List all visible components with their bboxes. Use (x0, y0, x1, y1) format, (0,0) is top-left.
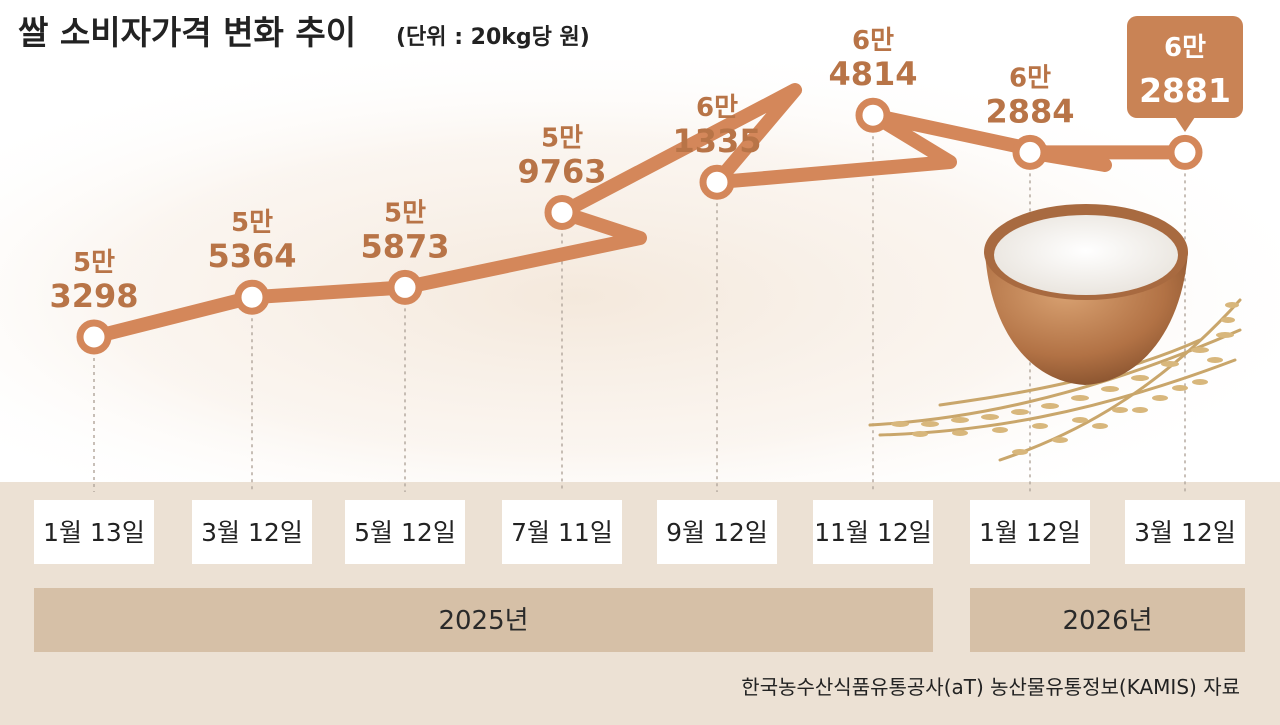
value-label-bottom: 5873 (360, 227, 449, 265)
price-line (87, 83, 1192, 344)
value-label-bottom: 4814 (828, 55, 917, 93)
date-box (34, 500, 154, 564)
value-label-top: 6만 (1164, 33, 1206, 63)
date-box (192, 500, 312, 564)
date-label: 9월 12일 (666, 518, 768, 547)
source-note: 한국농수산식품유통공사(aT) 농산물유통정보(KAMIS) 자료 (741, 675, 1240, 699)
value-label-top: 6만 (1009, 63, 1051, 93)
value-label-top: 6만 (852, 26, 894, 56)
value-label-top: 6만 (696, 93, 738, 123)
data-point (1167, 134, 1203, 170)
date-box (502, 500, 622, 564)
rice-bowl-illustration (868, 204, 1242, 462)
value-label-bottom: 1335 (672, 122, 761, 160)
date-box (813, 500, 933, 564)
value-label-bottom: 2884 (985, 92, 1074, 130)
value-label-top: 5만 (231, 208, 273, 238)
date-box (970, 500, 1090, 564)
data-point (234, 279, 270, 315)
date-label: 5월 12일 (354, 518, 456, 547)
callout-box (1127, 16, 1243, 118)
rice-surface (994, 215, 1178, 295)
year-label: 2026년 (1062, 606, 1152, 636)
data-point (699, 164, 735, 200)
chart-title: 쌀 소비자가격 변화 추이 (18, 13, 356, 52)
date-label: 11월 12일 (814, 518, 932, 547)
value-label-top: 5만 (541, 123, 583, 153)
date-box (657, 500, 777, 564)
data-point (855, 97, 891, 133)
value-label-bottom: 5364 (207, 237, 296, 275)
rice-grains-stalk (891, 302, 1239, 455)
year-axis: 2025년 2026년 (34, 588, 1245, 652)
data-point (1012, 134, 1048, 170)
value-label-bottom: 3298 (49, 277, 138, 315)
callout: 6만 2881 (1127, 16, 1243, 132)
callout-pointer (1175, 117, 1195, 132)
value-label-top: 5만 (73, 248, 115, 278)
date-label: 1월 12일 (979, 518, 1081, 547)
year-bar (34, 588, 933, 652)
date-box (345, 500, 465, 564)
data-point (387, 269, 423, 305)
date-label: 3월 12일 (201, 518, 303, 547)
data-point (544, 194, 580, 230)
data-points (76, 97, 1203, 355)
date-label: 1월 13일 (43, 518, 145, 547)
date-box (1125, 500, 1245, 564)
year-label: 2025년 (438, 606, 528, 636)
value-label-bottom: 2881 (1139, 71, 1231, 110)
value-label-bottom: 9763 (517, 152, 606, 190)
value-label-top: 5만 (384, 198, 426, 228)
date-axis: 1월 13일 3월 12일 5월 12일 7월 11일 9월 12일 11월 12일 1월 … (34, 500, 1245, 564)
date-label: 7월 11일 (511, 518, 613, 547)
data-point (76, 319, 112, 355)
unit-note: (단위 : 20kg당 원) (396, 25, 590, 50)
year-bar (970, 588, 1245, 652)
date-label: 3월 12일 (1134, 518, 1236, 547)
